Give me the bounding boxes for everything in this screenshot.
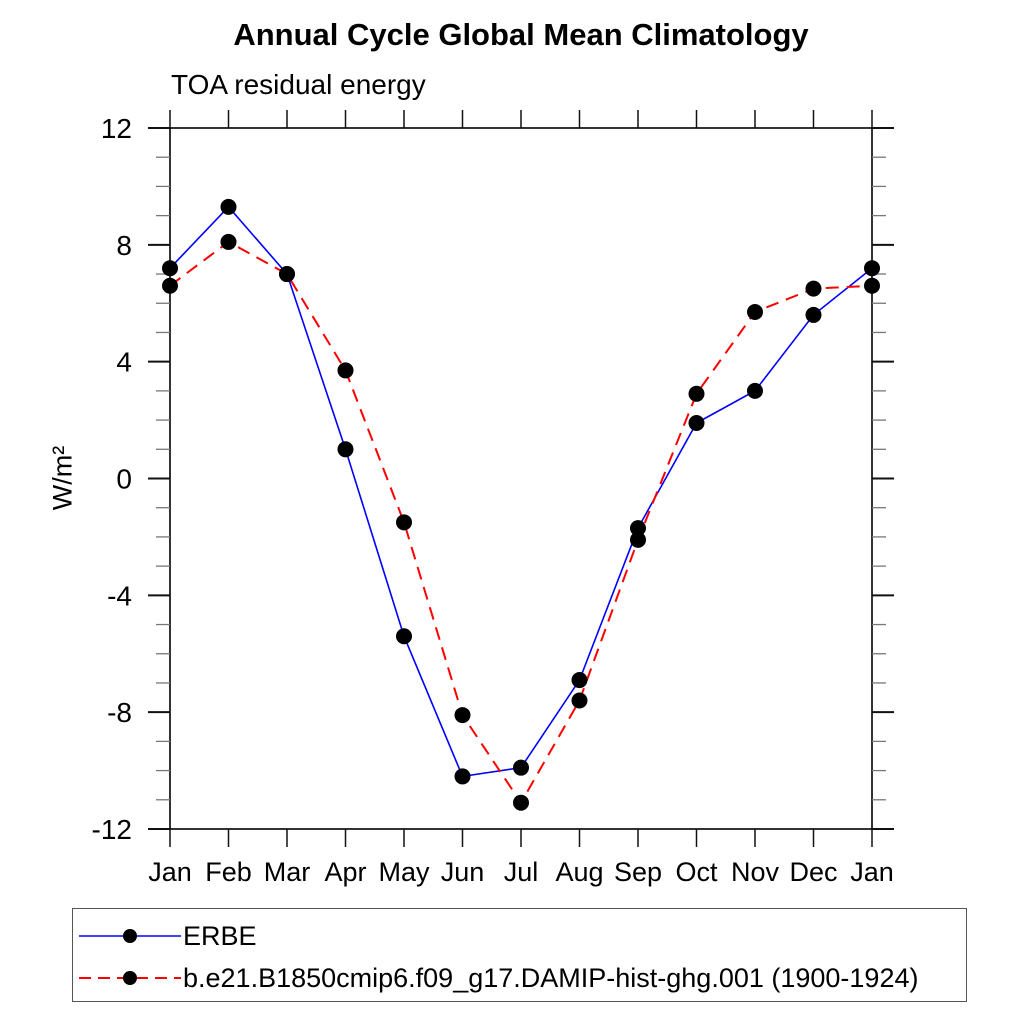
svg-text:-8: -8 [107, 697, 132, 728]
legend-box: ERBE b.e21.B1850cmip6.f09_g17.DAMIP-hist… [72, 908, 967, 1002]
svg-text:May: May [378, 857, 430, 887]
svg-text:Feb: Feb [205, 857, 252, 887]
legend-item-erbe: ERBE [77, 922, 257, 950]
svg-text:Sep: Sep [614, 857, 662, 887]
svg-text:Jul: Jul [504, 857, 539, 887]
svg-text:-4: -4 [107, 580, 132, 611]
chart-title: Annual Cycle Global Mean Climatology [233, 17, 809, 52]
svg-text:Oct: Oct [675, 857, 718, 887]
legend-sample-line-model [79, 971, 181, 985]
svg-text:Mar: Mar [264, 857, 311, 887]
svg-text:12: 12 [101, 113, 132, 144]
chart-subtitle: TOA residual energy [171, 69, 426, 100]
svg-text:Dec: Dec [789, 857, 837, 887]
legend-label-erbe: ERBE [183, 920, 257, 951]
svg-text:Jun: Jun [441, 857, 485, 887]
svg-text:-12: -12 [92, 814, 132, 845]
svg-text:Aug: Aug [555, 857, 603, 887]
svg-text:Jan: Jan [850, 857, 894, 887]
legend-item-model: b.e21.B1850cmip6.f09_g17.DAMIP-hist-ghg.… [77, 964, 918, 992]
legend-label-model: b.e21.B1850cmip6.f09_g17.DAMIP-hist-ghg.… [183, 962, 919, 993]
svg-text:0: 0 [116, 464, 132, 495]
svg-text:4: 4 [116, 347, 132, 378]
svg-text:Jan: Jan [148, 857, 192, 887]
svg-text:Apr: Apr [324, 857, 366, 887]
svg-text:Nov: Nov [731, 857, 780, 887]
svg-text:8: 8 [116, 230, 132, 261]
legend-sample-line-erbe [79, 929, 181, 943]
